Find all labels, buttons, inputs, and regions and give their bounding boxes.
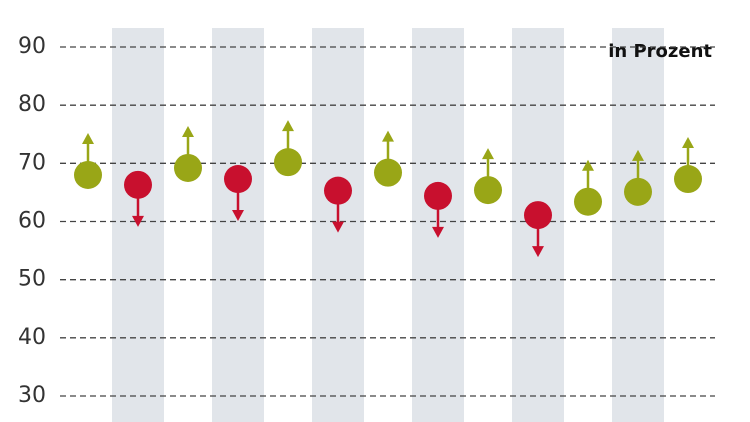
arrow-head [332,221,344,233]
arrow-head [682,137,694,149]
arrow-head [282,120,294,132]
band [212,28,264,422]
arrow-head [132,215,144,227]
dot [224,165,252,194]
arrow-head [432,226,444,238]
arrow-head [182,125,194,137]
arrow-head [532,246,544,258]
dot [674,165,702,194]
y-tick-label: 30 [18,383,46,408]
arrow-head [582,159,594,171]
dot [174,153,202,182]
band [612,28,664,422]
dot [524,201,552,230]
y-tick-label: 60 [18,209,46,234]
arrow-head [382,130,394,142]
dot [424,181,452,210]
dot [324,176,352,205]
arrow-head [482,148,494,160]
dot [274,148,302,177]
y-tick-label: 50 [18,267,46,292]
dot [574,187,602,216]
arrow-head [632,149,644,161]
dot [474,176,502,205]
background-bands [112,28,664,422]
dot [624,177,652,206]
y-tick-label: 40 [18,325,46,350]
dot [124,170,152,199]
arrow-head [232,210,244,222]
arrow-head [82,132,94,144]
y-tick-label: 80 [18,92,46,117]
annotation: in Prozent [608,41,712,62]
y-tick-label: 70 [18,150,46,175]
y-tick-label: 90 [18,34,46,59]
dot [374,158,402,187]
dot [74,160,102,189]
